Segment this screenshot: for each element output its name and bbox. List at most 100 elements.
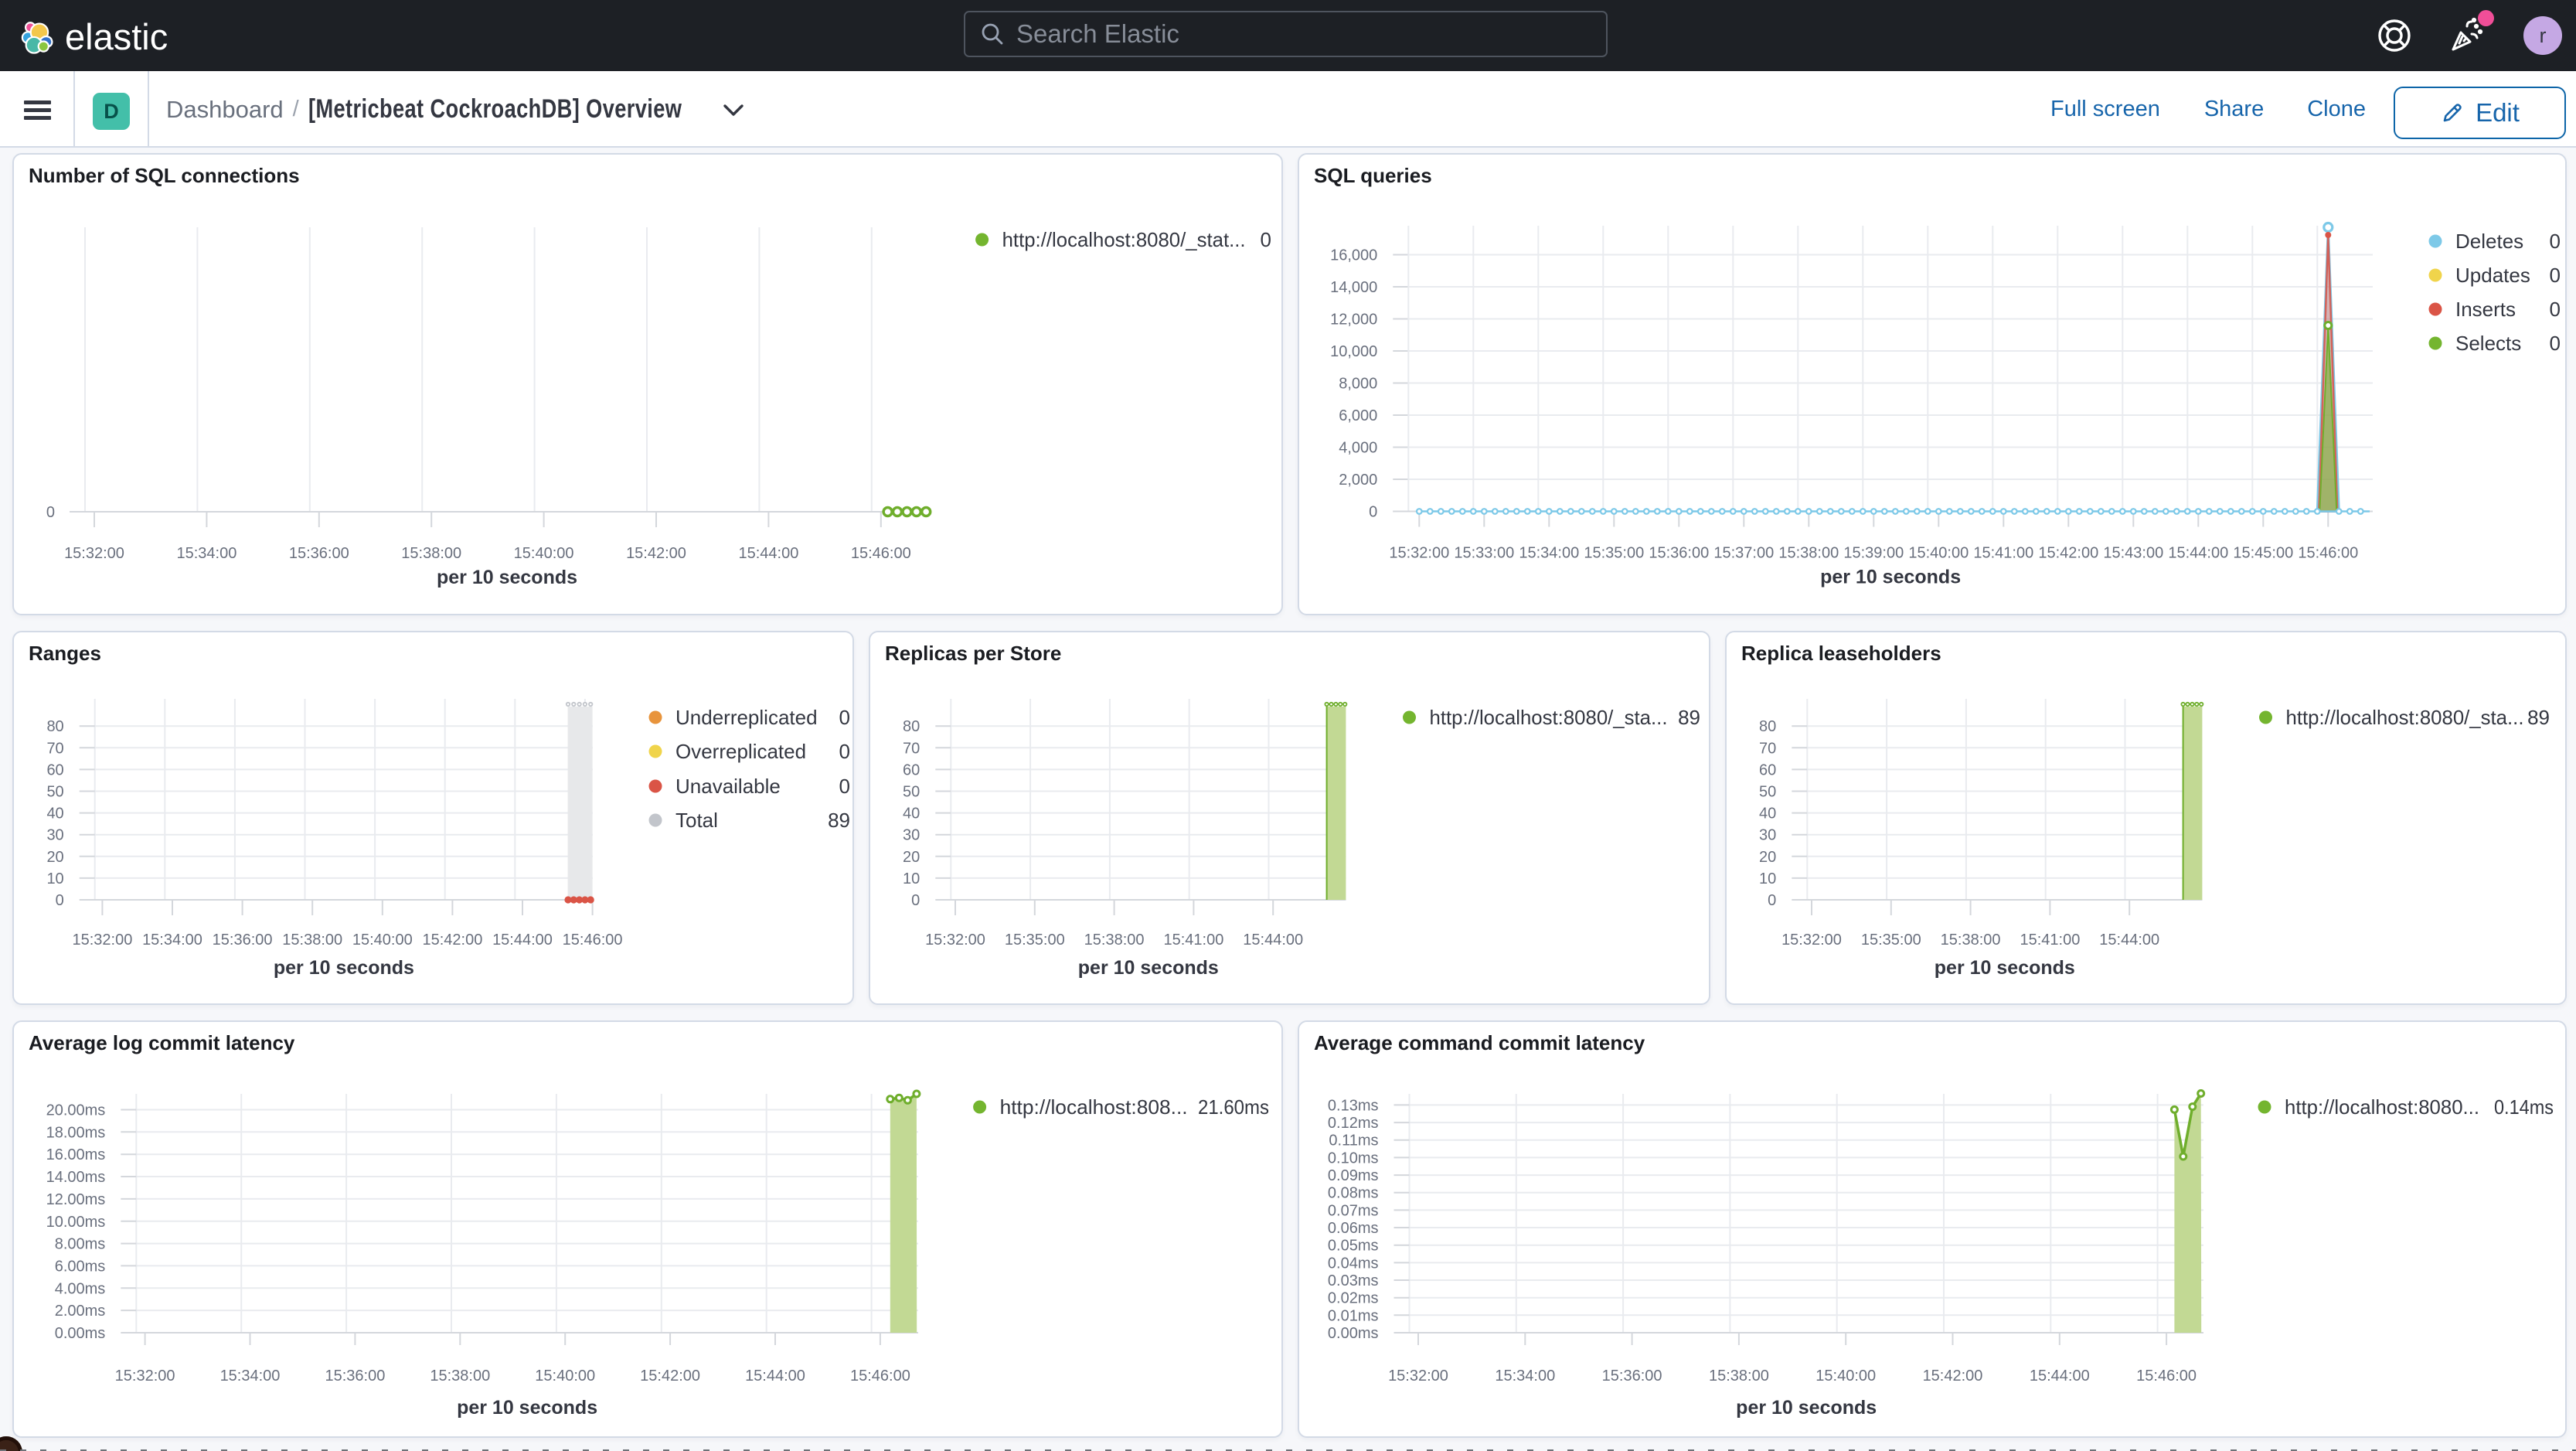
svg-text:10: 10	[46, 870, 63, 887]
svg-text:15:32:00: 15:32:00	[1389, 545, 1449, 562]
svg-text:15:32:00: 15:32:00	[115, 1368, 175, 1385]
svg-text:15:42:00: 15:42:00	[2038, 545, 2098, 562]
svg-text:0.14ms: 0.14ms	[2494, 1095, 2554, 1119]
svg-text:80: 80	[46, 718, 63, 735]
svg-text:per 10 seconds: per 10 seconds	[437, 567, 577, 588]
svg-text:0.12ms: 0.12ms	[1328, 1115, 1379, 1132]
svg-text:50: 50	[1759, 784, 1776, 801]
svg-text:15:41:00: 15:41:00	[2020, 932, 2080, 949]
svg-text:0: 0	[2550, 332, 2561, 355]
svg-text:60: 60	[46, 761, 63, 778]
svg-text:http://localhost:8080/_stat...: http://localhost:8080/_stat...	[1002, 228, 1246, 251]
svg-text:15:45:00: 15:45:00	[2233, 545, 2293, 562]
svg-text:0: 0	[2550, 298, 2561, 321]
svg-text:Selects: Selects	[2455, 332, 2521, 355]
svg-text:15:33:00: 15:33:00	[1454, 545, 1514, 562]
svg-text:per 10 seconds: per 10 seconds	[457, 1397, 597, 1419]
svg-text:0.02ms: 0.02ms	[1328, 1290, 1379, 1307]
svg-text:15:38:00: 15:38:00	[430, 1368, 490, 1385]
svg-text:Deletes: Deletes	[2455, 230, 2523, 253]
svg-text:15:44:00: 15:44:00	[2030, 1368, 2090, 1385]
svg-text:0.06ms: 0.06ms	[1328, 1220, 1379, 1237]
svg-text:12.00ms: 12.00ms	[46, 1191, 106, 1208]
svg-text:0.11ms: 0.11ms	[1329, 1133, 1378, 1150]
svg-text:4,000: 4,000	[1339, 440, 1377, 457]
svg-text:0.01ms: 0.01ms	[1328, 1307, 1379, 1324]
svg-text:15:44:00: 15:44:00	[492, 932, 553, 949]
svg-text:15:35:00: 15:35:00	[1861, 932, 1921, 949]
svg-text:8,000: 8,000	[1339, 376, 1377, 393]
svg-text:70: 70	[903, 740, 920, 757]
svg-text:70: 70	[1759, 740, 1776, 757]
svg-text:15:34:00: 15:34:00	[142, 932, 202, 949]
svg-text:15:36:00: 15:36:00	[213, 932, 273, 949]
svg-text:per 10 seconds: per 10 seconds	[1078, 957, 1219, 979]
svg-text:15:41:00: 15:41:00	[1973, 545, 2033, 562]
svg-text:4.00ms: 4.00ms	[55, 1280, 106, 1297]
svg-text:15:36:00: 15:36:00	[1602, 1368, 1662, 1385]
svg-text:2.00ms: 2.00ms	[55, 1303, 106, 1320]
svg-text:0: 0	[839, 740, 850, 763]
svg-text:6.00ms: 6.00ms	[55, 1258, 106, 1275]
svg-text:40: 40	[46, 806, 63, 823]
svg-text:Underreplicated: Underreplicated	[675, 706, 818, 729]
svg-text:Inserts: Inserts	[2455, 298, 2516, 321]
svg-text:70: 70	[46, 740, 63, 757]
svg-text:0: 0	[839, 706, 850, 729]
svg-text:60: 60	[903, 761, 920, 778]
svg-text:21.60ms: 21.60ms	[1198, 1095, 1269, 1119]
svg-text:15:40:00: 15:40:00	[514, 545, 574, 562]
svg-text:15:42:00: 15:42:00	[1923, 1368, 1983, 1385]
svg-text:0: 0	[1768, 892, 1776, 909]
svg-text:15:44:00: 15:44:00	[1243, 932, 1303, 949]
svg-text:10: 10	[1759, 870, 1776, 887]
svg-text:40: 40	[1759, 806, 1776, 823]
svg-text:80: 80	[1759, 718, 1776, 735]
svg-text:per 10 seconds: per 10 seconds	[274, 957, 414, 979]
svg-text:30: 30	[903, 827, 920, 844]
svg-text:15:42:00: 15:42:00	[640, 1368, 700, 1385]
svg-text:0: 0	[1369, 504, 1377, 521]
svg-text:15:44:00: 15:44:00	[745, 1368, 805, 1385]
svg-text:15:44:00: 15:44:00	[2168, 545, 2228, 562]
svg-text:30: 30	[1759, 827, 1776, 844]
svg-text:15:40:00: 15:40:00	[1908, 545, 1969, 562]
svg-text:60: 60	[1759, 761, 1776, 778]
svg-text:0.07ms: 0.07ms	[1328, 1202, 1379, 1219]
svg-text:http://localhost:808...: http://localhost:808...	[1000, 1095, 1188, 1119]
svg-text:http://localhost:8080...: http://localhost:8080...	[2285, 1095, 2479, 1119]
svg-text:Unavailable: Unavailable	[675, 775, 781, 798]
svg-text:0.05ms: 0.05ms	[1328, 1238, 1379, 1255]
svg-text:15:40:00: 15:40:00	[352, 932, 413, 949]
svg-text:15:32:00: 15:32:00	[1781, 932, 1842, 949]
svg-text:0.04ms: 0.04ms	[1328, 1255, 1379, 1272]
svg-text:0.03ms: 0.03ms	[1328, 1272, 1379, 1289]
svg-text:15:38:00: 15:38:00	[1778, 545, 1839, 562]
svg-text:80: 80	[903, 718, 920, 735]
svg-text:16.00ms: 16.00ms	[46, 1146, 106, 1163]
svg-text:15:46:00: 15:46:00	[2136, 1368, 2197, 1385]
svg-text:15:41:00: 15:41:00	[1163, 932, 1223, 949]
svg-text:15:44:00: 15:44:00	[2099, 932, 2159, 949]
svg-text:15:44:00: 15:44:00	[738, 545, 798, 562]
svg-text:15:32:00: 15:32:00	[925, 932, 985, 949]
svg-text:Total: Total	[675, 809, 718, 832]
svg-text:0.00ms: 0.00ms	[55, 1325, 106, 1342]
svg-text:15:36:00: 15:36:00	[289, 545, 349, 562]
svg-text:15:35:00: 15:35:00	[1005, 932, 1065, 949]
svg-text:2,000: 2,000	[1339, 472, 1377, 489]
svg-text:20: 20	[903, 849, 920, 866]
svg-text:30: 30	[46, 827, 63, 844]
svg-text:Updates: Updates	[2455, 264, 2530, 287]
svg-text:15:38:00: 15:38:00	[1709, 1368, 1769, 1385]
svg-text:12,000: 12,000	[1330, 312, 1377, 329]
svg-text:14.00ms: 14.00ms	[46, 1169, 106, 1186]
svg-text:15:42:00: 15:42:00	[422, 932, 482, 949]
svg-text:15:34:00: 15:34:00	[1519, 545, 1579, 562]
svg-text:0.08ms: 0.08ms	[1328, 1185, 1379, 1202]
svg-text:18.00ms: 18.00ms	[46, 1124, 106, 1141]
svg-text:0: 0	[56, 892, 64, 909]
svg-text:15:38:00: 15:38:00	[401, 545, 461, 562]
svg-text:http://localhost:8080/_sta...: http://localhost:8080/_sta...	[1430, 706, 1668, 729]
svg-text:15:38:00: 15:38:00	[282, 932, 342, 949]
